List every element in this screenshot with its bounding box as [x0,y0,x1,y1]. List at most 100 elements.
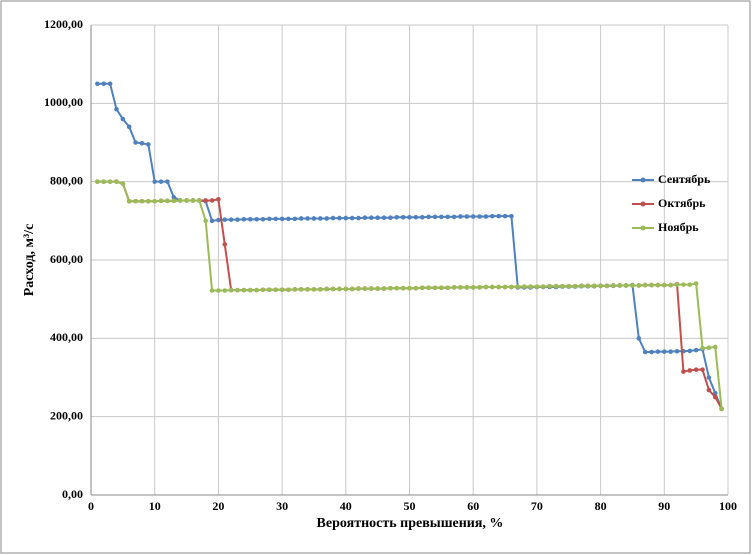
marker [470,214,476,219]
marker [649,349,654,355]
marker [165,198,170,204]
marker [247,216,253,222]
marker [451,214,457,220]
y-tick-label: 1000,00 [44,95,83,109]
marker [451,285,457,290]
y-axis-title: Расход, м³/с [22,224,37,297]
marker [203,218,208,224]
marker [477,214,482,219]
marker [101,81,107,87]
marker [120,181,126,186]
marker [324,216,329,221]
marker [445,285,451,291]
marker [426,214,431,220]
marker [617,283,623,288]
marker [171,198,177,204]
marker [687,282,693,287]
marker [381,215,387,220]
marker [413,285,419,291]
marker [534,284,540,289]
marker [407,285,412,291]
marker [152,198,157,204]
marker [298,287,304,292]
x-tick-label: 60 [467,499,479,513]
marker [368,286,374,291]
marker [432,214,438,220]
x-tick-label: 90 [658,499,670,513]
marker [681,369,686,374]
marker [298,216,304,221]
marker [120,116,126,122]
marker [388,285,393,291]
marker [477,285,482,290]
marker [362,286,368,291]
marker [490,284,495,290]
marker [693,367,699,372]
marker [177,198,183,203]
marker [139,198,145,204]
marker [324,286,329,292]
marker [305,287,310,292]
marker [636,336,642,341]
marker [241,287,247,293]
marker [706,345,712,351]
marker [235,217,240,222]
marker [509,213,514,219]
marker [521,284,527,289]
marker [400,285,406,291]
x-tick-label: 20 [212,499,224,513]
marker [375,215,380,220]
marker [674,282,680,287]
marker [687,368,693,373]
marker [158,198,164,204]
marker [591,283,597,289]
marker [655,282,661,288]
y-tick-label: 0,00 [62,487,83,501]
marker [579,283,584,289]
x-tick-label: 30 [276,499,288,513]
marker [419,285,425,291]
marker [413,215,419,220]
marker [464,285,470,290]
x-tick-label: 80 [595,499,607,513]
marker [222,242,228,247]
marker [139,140,145,146]
marker [585,283,591,289]
marker [681,282,686,287]
marker [133,198,138,204]
marker [700,345,705,351]
marker [662,282,667,288]
marker [318,216,323,221]
marker [693,281,699,286]
marker [496,213,501,219]
marker [470,285,476,290]
marker [700,367,705,372]
marker [547,283,552,289]
marker [133,140,138,145]
x-tick-label: 0 [88,499,94,513]
x-axis-title: Вероятность превышения, % [317,516,504,531]
marker [712,394,718,400]
marker [483,284,489,290]
marker [604,283,610,289]
marker [337,215,342,221]
marker [496,284,501,290]
marker [356,286,361,291]
marker [267,287,272,293]
marker [394,215,400,220]
legend-label: Октябрь [658,196,706,210]
marker [171,195,177,200]
marker [362,215,368,220]
marker [146,198,151,204]
marker [445,214,451,220]
x-tick-label: 40 [340,499,352,513]
marker [279,216,285,222]
marker [458,214,463,219]
marker [273,216,279,222]
marker [165,179,170,184]
marker [540,284,546,289]
marker [712,390,718,396]
marker [712,344,718,350]
marker [343,286,349,292]
